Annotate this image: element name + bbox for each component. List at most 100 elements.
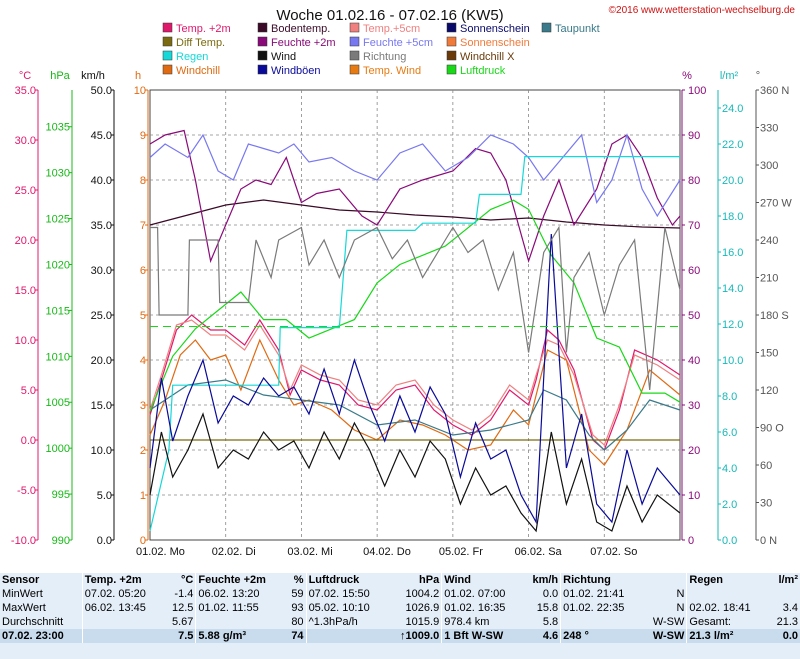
stats-cell: N	[676, 588, 685, 600]
legend: Temp. +2m Diff Temp. Regen Windchill Bodente…	[162, 22, 600, 77]
legend-swatch	[446, 22, 457, 33]
stats-cell: 05.02. 10:10	[305, 601, 388, 615]
stats-cell: %	[293, 574, 304, 586]
legend-label: Temp. Wind	[363, 65, 421, 77]
stats-cell: 248 °	[560, 629, 643, 643]
stats-cell: 978.4 km	[441, 615, 524, 629]
legend-label: Richtung	[363, 51, 406, 63]
legend-swatch	[349, 64, 360, 75]
x-tick-label: 01.02. Mo	[136, 546, 185, 558]
press-axis-tick-label: 1035	[46, 122, 70, 134]
rain-axis-tick-label: 8.0	[722, 391, 737, 403]
legend-label: Regen	[176, 51, 208, 63]
legend-label: Windchill X	[460, 51, 515, 63]
copyright[interactable]: ©2016 www.wetterstation-wechselburg.de	[609, 5, 796, 16]
sun-axis-tick-label: 0	[140, 535, 146, 547]
axis-header-dir: °	[756, 70, 760, 82]
hum-axis-tick-label: 30	[688, 400, 700, 412]
legend-label: Windchill	[176, 65, 220, 77]
temp-axis-tick-label: 30.0	[15, 135, 36, 147]
series-luftdruck	[149, 199, 681, 412]
wind-axis-tick-label: 30.0	[91, 265, 112, 277]
dir-axis-tick-label: 240	[760, 235, 778, 247]
stats-cell: 1 Bft W-SW	[441, 629, 524, 643]
stats-cell: 12.5	[171, 602, 194, 614]
rain-axis-tick-label: 18.0	[722, 211, 743, 223]
legend-swatch	[162, 22, 173, 33]
stats-cell: MinWert	[2, 588, 43, 600]
stats-cell: 01.02. 07:00	[441, 587, 524, 601]
rain-axis-tick-label: 22.0	[722, 139, 743, 151]
stats-cell: 21.3 l/m²	[686, 629, 769, 643]
stats-cell	[560, 615, 643, 629]
sun-axis-tick-label: 9	[140, 130, 146, 142]
hum-axis-tick-label: 100	[688, 85, 706, 97]
temp-axis-tick-label: 25.0	[15, 185, 36, 197]
hum-axis-tick-label: 70	[688, 220, 700, 232]
dir-axis-tick-label: 180 S	[760, 310, 789, 322]
press-axis-tick-label: 1025	[46, 214, 70, 226]
series-temp-5cm	[149, 319, 681, 447]
legend-label: Luftdruck	[460, 65, 506, 77]
legend-swatch	[162, 64, 173, 75]
rain-axis-tick-label: 10.0	[722, 355, 743, 367]
stats-cell: 3.4	[782, 602, 798, 614]
dir-axis-tick-label: 0 N	[760, 535, 777, 547]
legend-swatch	[349, 22, 360, 33]
stats-cell: 07.02. 05:20	[81, 587, 164, 601]
stats-cell: 7.5	[163, 629, 196, 643]
temp-axis-tick-label: 35.0	[15, 85, 36, 97]
stats-row: MinWert 07.02. 05:20 -1.4 06.02. 13:20 59 07.…	[0, 587, 800, 601]
press-axis-tick-label: 990	[52, 535, 70, 547]
stats-cell	[81, 615, 164, 629]
stats-cell: 5.8	[542, 616, 559, 628]
x-tick-label: 05.02. Fr	[439, 546, 483, 558]
wind-axis-tick-label: 20.0	[91, 355, 112, 367]
sun-axis-tick-label: 1	[140, 490, 146, 502]
legend-label: Temp.+5cm	[363, 23, 420, 35]
stats-row: Sensor Temp. +2m °C Feuchte +2m% Luftdruck hP…	[0, 573, 800, 587]
stats-cell: 5.67	[171, 616, 194, 628]
legend-label: Feuchte +5cm	[363, 37, 433, 49]
legend-swatch	[349, 36, 360, 47]
stats-cell: W-SW	[652, 616, 685, 628]
rain-axis-tick-label: 12.0	[722, 319, 743, 331]
axis-header-wind: km/h	[81, 70, 105, 82]
axis-header-press: hPa	[50, 70, 70, 82]
legend-label: Wind	[271, 51, 296, 63]
stats-cell: Luftdruck	[305, 573, 388, 587]
wind-axis-tick-label: 40.0	[91, 175, 112, 187]
left-axes: 35.030.025.020.015.010.05.00.0-5.0-10.01…	[11, 85, 149, 547]
press-axis-tick-label: 1000	[46, 443, 70, 455]
series-feuchte-2m	[149, 129, 681, 264]
press-axis-tick-label: 1015	[46, 305, 70, 317]
stats-row: MaxWert 06.02. 13:45 12.5 01.02. 11:55 93 05.…	[0, 601, 800, 615]
stats-cell	[81, 629, 164, 643]
legend-label: Windböen	[271, 65, 321, 77]
series-group	[149, 129, 681, 533]
stats-cell: Feuchte +2m	[195, 573, 286, 587]
x-tick-label: 02.02. Di	[212, 546, 256, 558]
hum-axis-tick-label: 50	[688, 310, 700, 322]
dir-axis-tick-label: 210	[760, 273, 778, 285]
wind-axis-tick-label: 25.0	[91, 310, 112, 322]
stats-row: Durchschnitt 5.67 80 ^1.3hPa/h 1015.9 978.4 k…	[0, 615, 800, 629]
dir-axis-tick-label: 150	[760, 348, 778, 360]
sun-axis-tick-label: 5	[140, 310, 146, 322]
temp-axis-tick-label: 15.0	[15, 285, 36, 297]
stats-cell: Wind	[441, 573, 524, 587]
dir-axis-tick-label: 330	[760, 123, 778, 135]
legend-label: Feuchte +2m	[271, 37, 336, 49]
stats-cell: W-SW	[642, 629, 687, 643]
temp-axis-tick-label: 10.0	[15, 335, 36, 347]
legend-label: Bodentemp.	[271, 23, 330, 35]
legend-swatch	[349, 50, 360, 61]
stats-cell: ↑1009.0	[387, 629, 442, 643]
wind-axis-tick-label: 35.0	[91, 220, 112, 232]
stats-cell: Richtung	[560, 573, 643, 587]
hum-axis-tick-label: 60	[688, 265, 700, 277]
stats-cell: N	[676, 602, 685, 614]
wind-axis-tick-label: 10.0	[91, 445, 112, 457]
stats-cell	[642, 573, 687, 587]
press-axis-tick-label: 995	[52, 489, 70, 501]
